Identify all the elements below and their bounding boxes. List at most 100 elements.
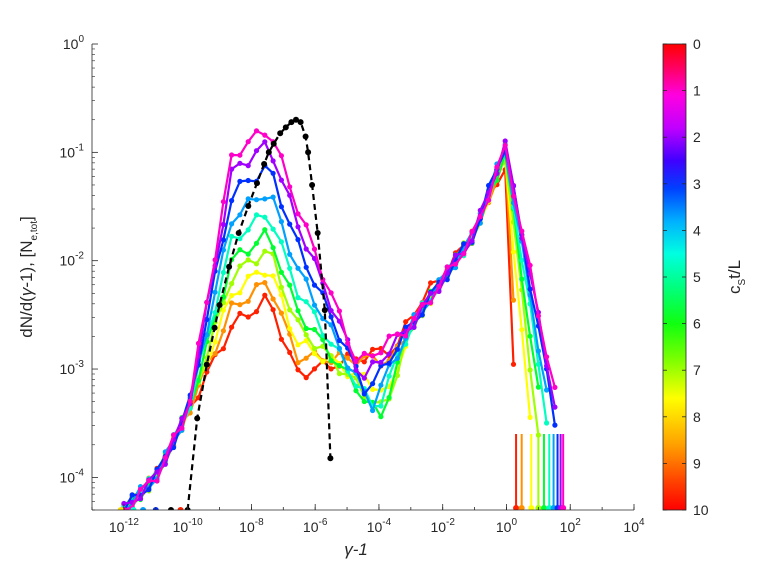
series-point	[519, 276, 525, 282]
series-point	[353, 388, 359, 394]
series-point	[345, 365, 351, 371]
colorbar-title: cSt/L	[725, 260, 748, 294]
series-point	[336, 371, 342, 377]
series-point	[519, 228, 525, 234]
series-point	[386, 360, 392, 366]
reference-point	[302, 133, 309, 140]
series-point	[204, 316, 210, 323]
series-point	[469, 228, 475, 234]
series-point	[204, 299, 210, 305]
series-point	[386, 373, 392, 379]
series-point	[428, 280, 434, 286]
colorbar-ticks: 0 1 2 3 4 5 6 7 8 9 10	[663, 36, 709, 518]
y-tick-label: 100	[63, 34, 85, 52]
series-point	[295, 360, 301, 366]
start-point	[117, 507, 124, 510]
series-point	[370, 353, 376, 359]
series-point	[237, 247, 243, 253]
series-point	[394, 372, 400, 379]
series-point	[253, 197, 260, 203]
series-point	[510, 297, 517, 303]
series-point	[295, 367, 301, 373]
start-point	[177, 507, 184, 510]
series-point	[328, 341, 334, 347]
series-point	[295, 211, 301, 217]
series-point	[552, 422, 558, 428]
series-point	[262, 280, 268, 286]
series-point	[295, 265, 301, 271]
series-point	[535, 348, 542, 354]
reference-point	[282, 124, 289, 131]
series-point	[303, 338, 309, 344]
series-point	[394, 331, 400, 337]
series-point	[287, 221, 293, 227]
series-point	[311, 302, 318, 308]
series-point	[212, 351, 218, 357]
series-point	[428, 290, 434, 296]
series-point	[229, 152, 235, 158]
series-point	[361, 350, 367, 356]
y-tick-label: 10-3	[60, 359, 85, 377]
series-point	[519, 327, 525, 333]
series-point	[278, 336, 284, 342]
x-axis-title: γ-1	[344, 540, 368, 559]
series-point	[220, 269, 226, 276]
series-point	[229, 221, 235, 227]
series-point	[270, 307, 276, 313]
series-point	[154, 469, 160, 475]
series-point	[510, 249, 517, 255]
series-point	[245, 257, 251, 263]
series-point	[212, 257, 218, 263]
series-point	[278, 153, 284, 159]
series-point	[295, 237, 301, 243]
series-point	[245, 251, 251, 257]
series-point	[477, 214, 483, 220]
series-point	[262, 132, 268, 138]
series-point	[287, 307, 293, 313]
series-point	[311, 326, 318, 333]
reference-point	[194, 415, 201, 422]
series-point	[394, 346, 400, 352]
series-point	[452, 261, 459, 267]
series-point	[171, 432, 177, 438]
series-point	[328, 358, 334, 364]
series-point	[270, 226, 276, 232]
series-point	[129, 492, 135, 498]
series-point	[287, 251, 293, 257]
series-point	[253, 212, 260, 218]
series-point	[411, 315, 417, 322]
series-point	[419, 312, 425, 318]
series-point	[229, 198, 235, 204]
series-point	[195, 340, 202, 346]
x-tick-labels: 10-12 10-10 10-8 10-6 10-4 10-2 100 102 104	[109, 517, 645, 535]
series-point	[195, 377, 202, 383]
series-point	[386, 351, 392, 357]
series-point	[428, 300, 434, 306]
series-point	[187, 398, 193, 404]
series-point	[220, 346, 226, 352]
series-point	[419, 301, 425, 307]
start-point	[167, 507, 174, 510]
series-point	[311, 309, 318, 315]
series-point	[336, 363, 342, 369]
series-point	[370, 359, 376, 365]
series-point	[270, 245, 276, 251]
series-point	[336, 345, 342, 351]
series-point	[262, 214, 268, 220]
series-point	[386, 333, 392, 339]
series-point	[311, 366, 318, 372]
reference-point	[309, 182, 316, 188]
series-point	[245, 314, 251, 320]
axes	[91, 43, 635, 511]
series-point	[527, 414, 533, 420]
colorbar-tick-label: 10	[693, 502, 709, 518]
series-point	[287, 184, 293, 190]
series-point	[179, 425, 185, 431]
series-point	[262, 139, 268, 145]
series-point	[535, 361, 542, 367]
series-point	[278, 310, 284, 316]
reference-point	[327, 455, 334, 462]
series-point	[303, 222, 309, 228]
x-tick-label: 10-10	[173, 517, 203, 535]
x-tick-label: 10-6	[303, 517, 328, 535]
